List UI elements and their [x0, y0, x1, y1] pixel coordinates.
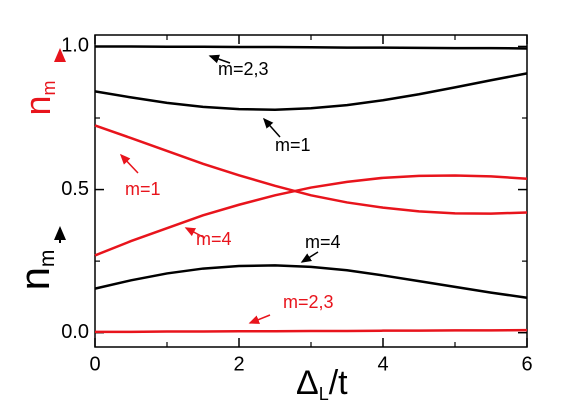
y-label-text: nm	[11, 250, 58, 291]
series-line	[94, 264, 528, 300]
x-label-sub: L	[319, 384, 329, 404]
x-tick-label: 2	[233, 353, 244, 375]
y-label-main: n	[17, 95, 58, 115]
annotation: m=1	[125, 179, 161, 199]
y-label-main: n	[11, 267, 58, 290]
annotation: m=2,3	[283, 292, 334, 312]
annotation: m=4	[305, 232, 341, 252]
series-line	[94, 72, 528, 111]
y-label-text: nm	[17, 80, 59, 115]
x-label-tail: /t	[329, 364, 348, 402]
annotation-leader	[300, 251, 319, 263]
y-label-sub: m	[39, 80, 59, 95]
y-tick-label: 0.0	[61, 321, 89, 343]
annotation: m=2,3	[218, 59, 269, 79]
annotation: m=1	[275, 135, 311, 155]
x-tick-label: 0	[89, 353, 100, 375]
series-line	[95, 328, 528, 334]
series-line	[94, 124, 528, 215]
annotation-leader	[119, 153, 139, 174]
x-label-main: Δ	[296, 364, 319, 402]
y-tick-label: 1.0	[61, 35, 89, 57]
annotation-leader	[248, 314, 271, 324]
annotation-leader	[263, 117, 281, 138]
y-label-sub: m	[36, 250, 59, 268]
y-axis-label: nm	[11, 250, 58, 291]
annotation-leader	[184, 227, 206, 239]
y-axis-label: nm	[17, 80, 59, 115]
annotation-leader	[208, 54, 231, 64]
y-tick-label: 0.5	[61, 178, 89, 200]
series-line	[94, 174, 528, 257]
x-axis-label: ΔL/t	[296, 364, 348, 404]
x-tick-label: 4	[377, 353, 388, 375]
x-tick-label: 6	[521, 353, 532, 375]
series-line	[95, 45, 528, 50]
annotation: m=4	[196, 229, 232, 249]
